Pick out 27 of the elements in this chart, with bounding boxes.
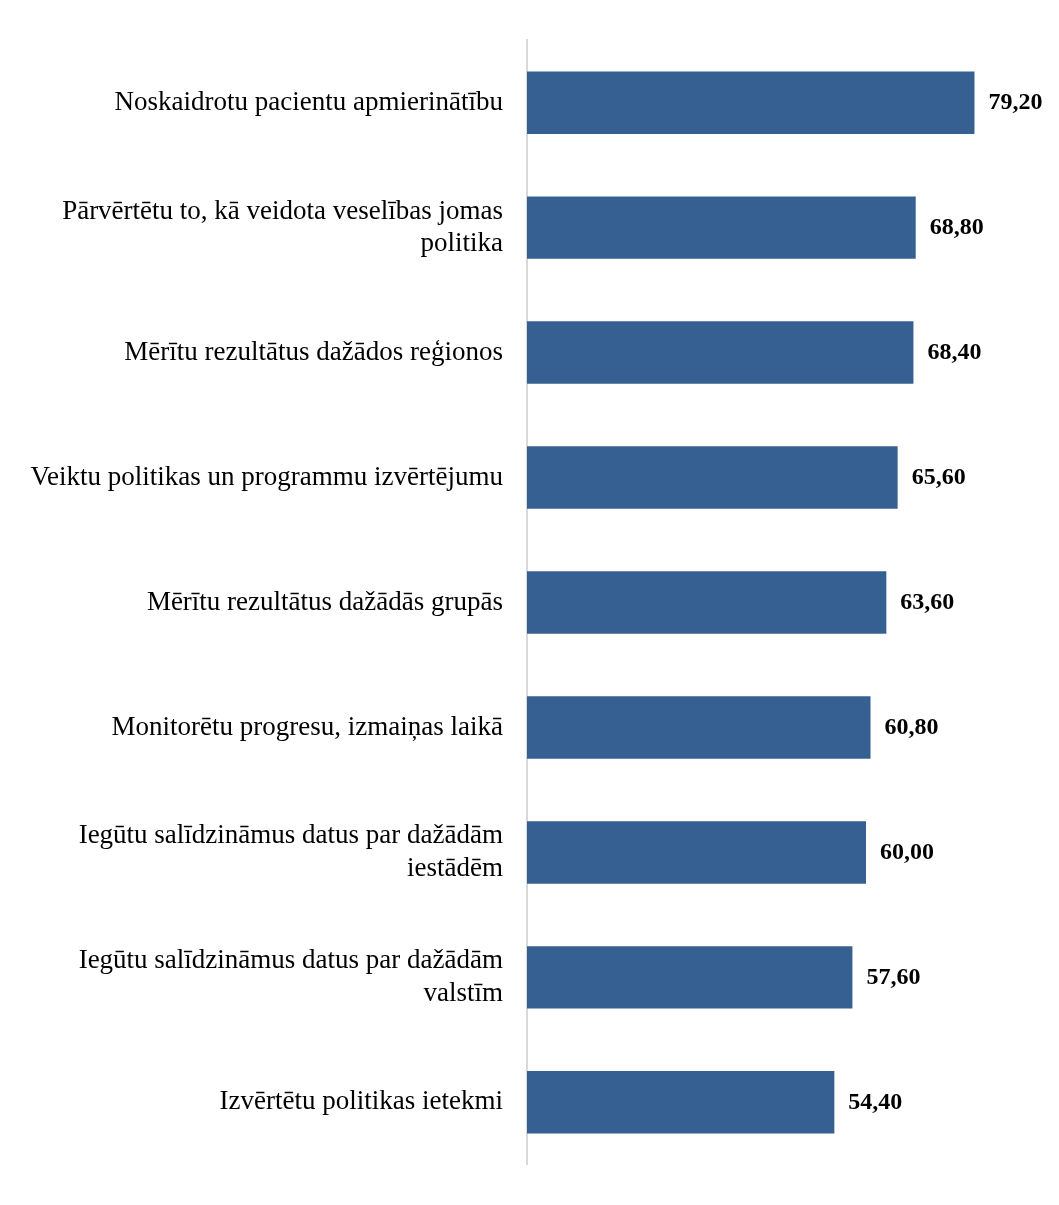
bar <box>527 196 916 259</box>
y-tick-label: Monitorētu progresu, izmaiņas laikā <box>111 710 503 741</box>
data-label: 60,80 <box>884 712 939 739</box>
y-tick-label: Pārvērtētu to, kā veidota veselības jomas politika <box>62 194 504 257</box>
bar <box>527 571 887 634</box>
data-label: 68,40 <box>927 337 982 364</box>
y-tick-label: Mērītu rezultātus dažādās grupās <box>146 585 503 616</box>
bar <box>527 321 914 384</box>
bar <box>527 946 853 1009</box>
y-tick-label: Izvērtētu politikas ietekmi <box>219 1085 503 1116</box>
y-tick-label: Veiktu politikas un programmu izvērtējumu <box>30 460 504 491</box>
data-label: 68,80 <box>929 212 984 239</box>
y-tick-label: Iegūtu salīdzināmus datus par dažādām valstīm <box>78 944 503 1007</box>
data-label: 63,60 <box>900 587 955 614</box>
y-tick-label: Iegūtu salīdzināmus datus par dažādām iestādēm <box>78 819 503 882</box>
y-tick-label: Mērītu rezultātus dažādos reģionos <box>124 335 503 366</box>
data-label: 60,00 <box>880 837 934 864</box>
data-label: 54,40 <box>848 1087 903 1114</box>
bar <box>527 1071 835 1134</box>
data-label: 57,60 <box>866 962 921 989</box>
y-tick-label: Noskaidrotu pacientu apmierinātību <box>114 85 504 116</box>
data-label: 79,20 <box>988 87 1043 114</box>
bar <box>527 696 871 759</box>
bar <box>527 821 866 884</box>
bar <box>527 71 975 134</box>
data-label: 65,60 <box>911 462 966 489</box>
bar <box>527 446 898 509</box>
